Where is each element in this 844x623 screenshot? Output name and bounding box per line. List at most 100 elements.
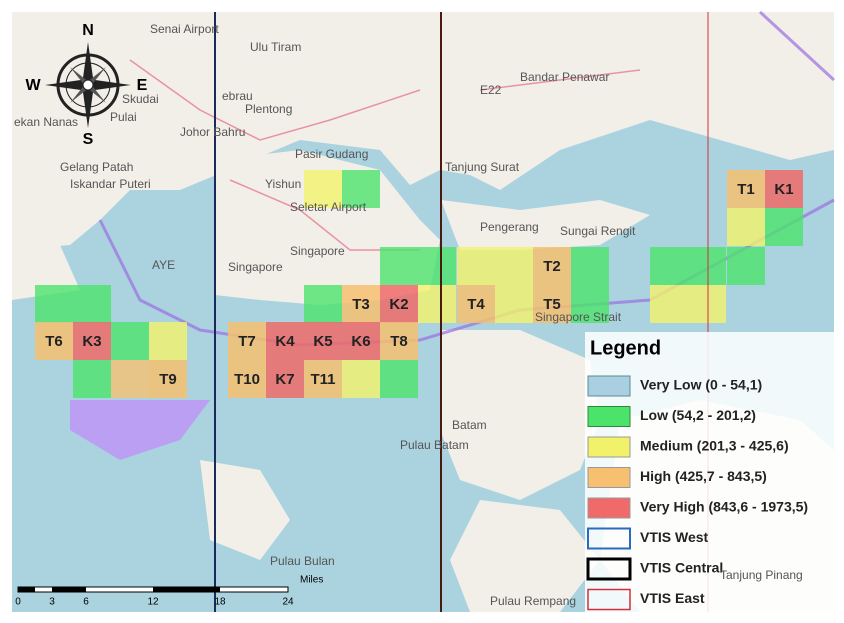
cell-label: K2 [389, 296, 408, 313]
compass-letter: S [83, 131, 94, 148]
place-label: Ulu Tiram [250, 40, 301, 54]
risk-cell [418, 247, 456, 285]
place-label: Singapore Strait [535, 310, 622, 324]
cell-label: T10 [234, 371, 260, 388]
risk-cell [342, 360, 380, 398]
cell-label: T8 [390, 333, 408, 350]
risk-cell [688, 247, 726, 285]
risk-cell [380, 360, 418, 398]
risk-cell [35, 322, 73, 360]
cell-label: T9 [159, 371, 177, 388]
risk-cell [533, 285, 571, 323]
legend-label: High (425,7 - 843,5) [640, 468, 767, 484]
place-label: Yishun [265, 177, 301, 191]
legend-label: Medium (201,3 - 425,6) [640, 438, 789, 454]
cell-label: T6 [45, 333, 63, 350]
risk-cell [35, 285, 73, 323]
risk-cell [688, 285, 726, 323]
place-label: Pulau Batam [400, 438, 469, 452]
scale-label: 0 [15, 597, 21, 608]
risk-cell [457, 247, 495, 285]
compass-letter: N [82, 22, 94, 39]
place-label: Gelang Patah [60, 160, 133, 174]
cell-label: T5 [543, 296, 561, 313]
risk-cell [342, 322, 380, 360]
place-label: Singapore [290, 244, 345, 258]
place-label: Singapore [228, 260, 283, 274]
risk-cell [495, 247, 533, 285]
place-label: Batam [452, 418, 487, 432]
risk-cell [304, 170, 342, 208]
cell-label: T7 [238, 333, 256, 350]
risk-cell [495, 285, 533, 323]
place-label: E22 [480, 83, 502, 97]
risk-cell [304, 322, 342, 360]
risk-cell [304, 285, 342, 323]
risk-cell [149, 322, 187, 360]
cell-label: K5 [313, 333, 332, 350]
legend-swatch [587, 436, 631, 458]
scale-label: 3 [49, 597, 55, 608]
cell-label: T3 [352, 296, 370, 313]
place-label: Bandar Penawar [520, 70, 609, 84]
risk-cell [457, 285, 495, 323]
risk-cell [380, 247, 418, 285]
legend-title: Legend [590, 337, 661, 359]
risk-cell [73, 360, 111, 398]
risk-cell [380, 322, 418, 360]
risk-cell [111, 360, 149, 398]
cell-label: K3 [82, 333, 101, 350]
cell-label: K1 [774, 181, 793, 198]
legend-swatch [587, 467, 631, 488]
risk-cell [727, 208, 765, 246]
place-label: Pulau Rempang [490, 594, 576, 608]
risk-cell [571, 285, 609, 323]
legend-label: VTIS Central [640, 560, 723, 576]
place-label: Pulai [110, 110, 137, 124]
cell-label: K4 [275, 333, 295, 350]
risk-cell [650, 285, 688, 323]
cell-label: K6 [351, 333, 370, 350]
risk-cell [228, 322, 266, 360]
risk-cell [73, 285, 111, 323]
cell-label: T2 [543, 258, 561, 275]
place-label: Pengerang [480, 220, 539, 234]
place-label: Pasir Gudang [295, 147, 368, 161]
risk-cell [727, 247, 765, 285]
cell-label: K7 [275, 371, 294, 388]
risk-cell [418, 285, 456, 323]
place-label: Tanjung Pinang [720, 568, 803, 582]
legend-swatch [587, 375, 631, 397]
risk-cell [73, 322, 111, 360]
place-label: ekan Nanas [14, 115, 78, 129]
scale-label: 18 [214, 597, 226, 608]
place-label: Seletar Airport [290, 200, 367, 214]
restricted-area [70, 400, 210, 460]
risk-cell [650, 247, 688, 285]
risk-cell [380, 285, 418, 323]
place-label: Senai Airport [150, 22, 219, 36]
compass-letter: W [25, 77, 41, 94]
compass-letter: E [137, 77, 148, 94]
place-label: Iskandar Puteri [70, 177, 151, 191]
legend-swatch [587, 527, 631, 550]
cell-label: T1 [737, 181, 755, 198]
risk-cell [266, 322, 304, 360]
legend-swatch [586, 557, 632, 581]
risk-cell [765, 170, 803, 208]
legend-label: Very Low (0 - 54,1) [640, 377, 762, 393]
scale-label: 12 [147, 597, 159, 608]
risk-cell [111, 322, 149, 360]
place-label: Sungai Rengit [560, 224, 636, 238]
risk-cell [342, 170, 380, 208]
legend-swatch [587, 406, 631, 427]
place-label: Pulau Bulan [270, 554, 335, 568]
risk-cell [304, 360, 342, 398]
cell-label: T11 [310, 371, 335, 388]
legend-label: Very High (843,6 - 1973,5) [640, 499, 808, 515]
place-label: Johor Bahru [180, 125, 245, 139]
risk-cell [765, 208, 803, 246]
legend-label: Low (54,2 - 201,2) [640, 407, 756, 423]
place-label: Skudai [122, 92, 159, 106]
